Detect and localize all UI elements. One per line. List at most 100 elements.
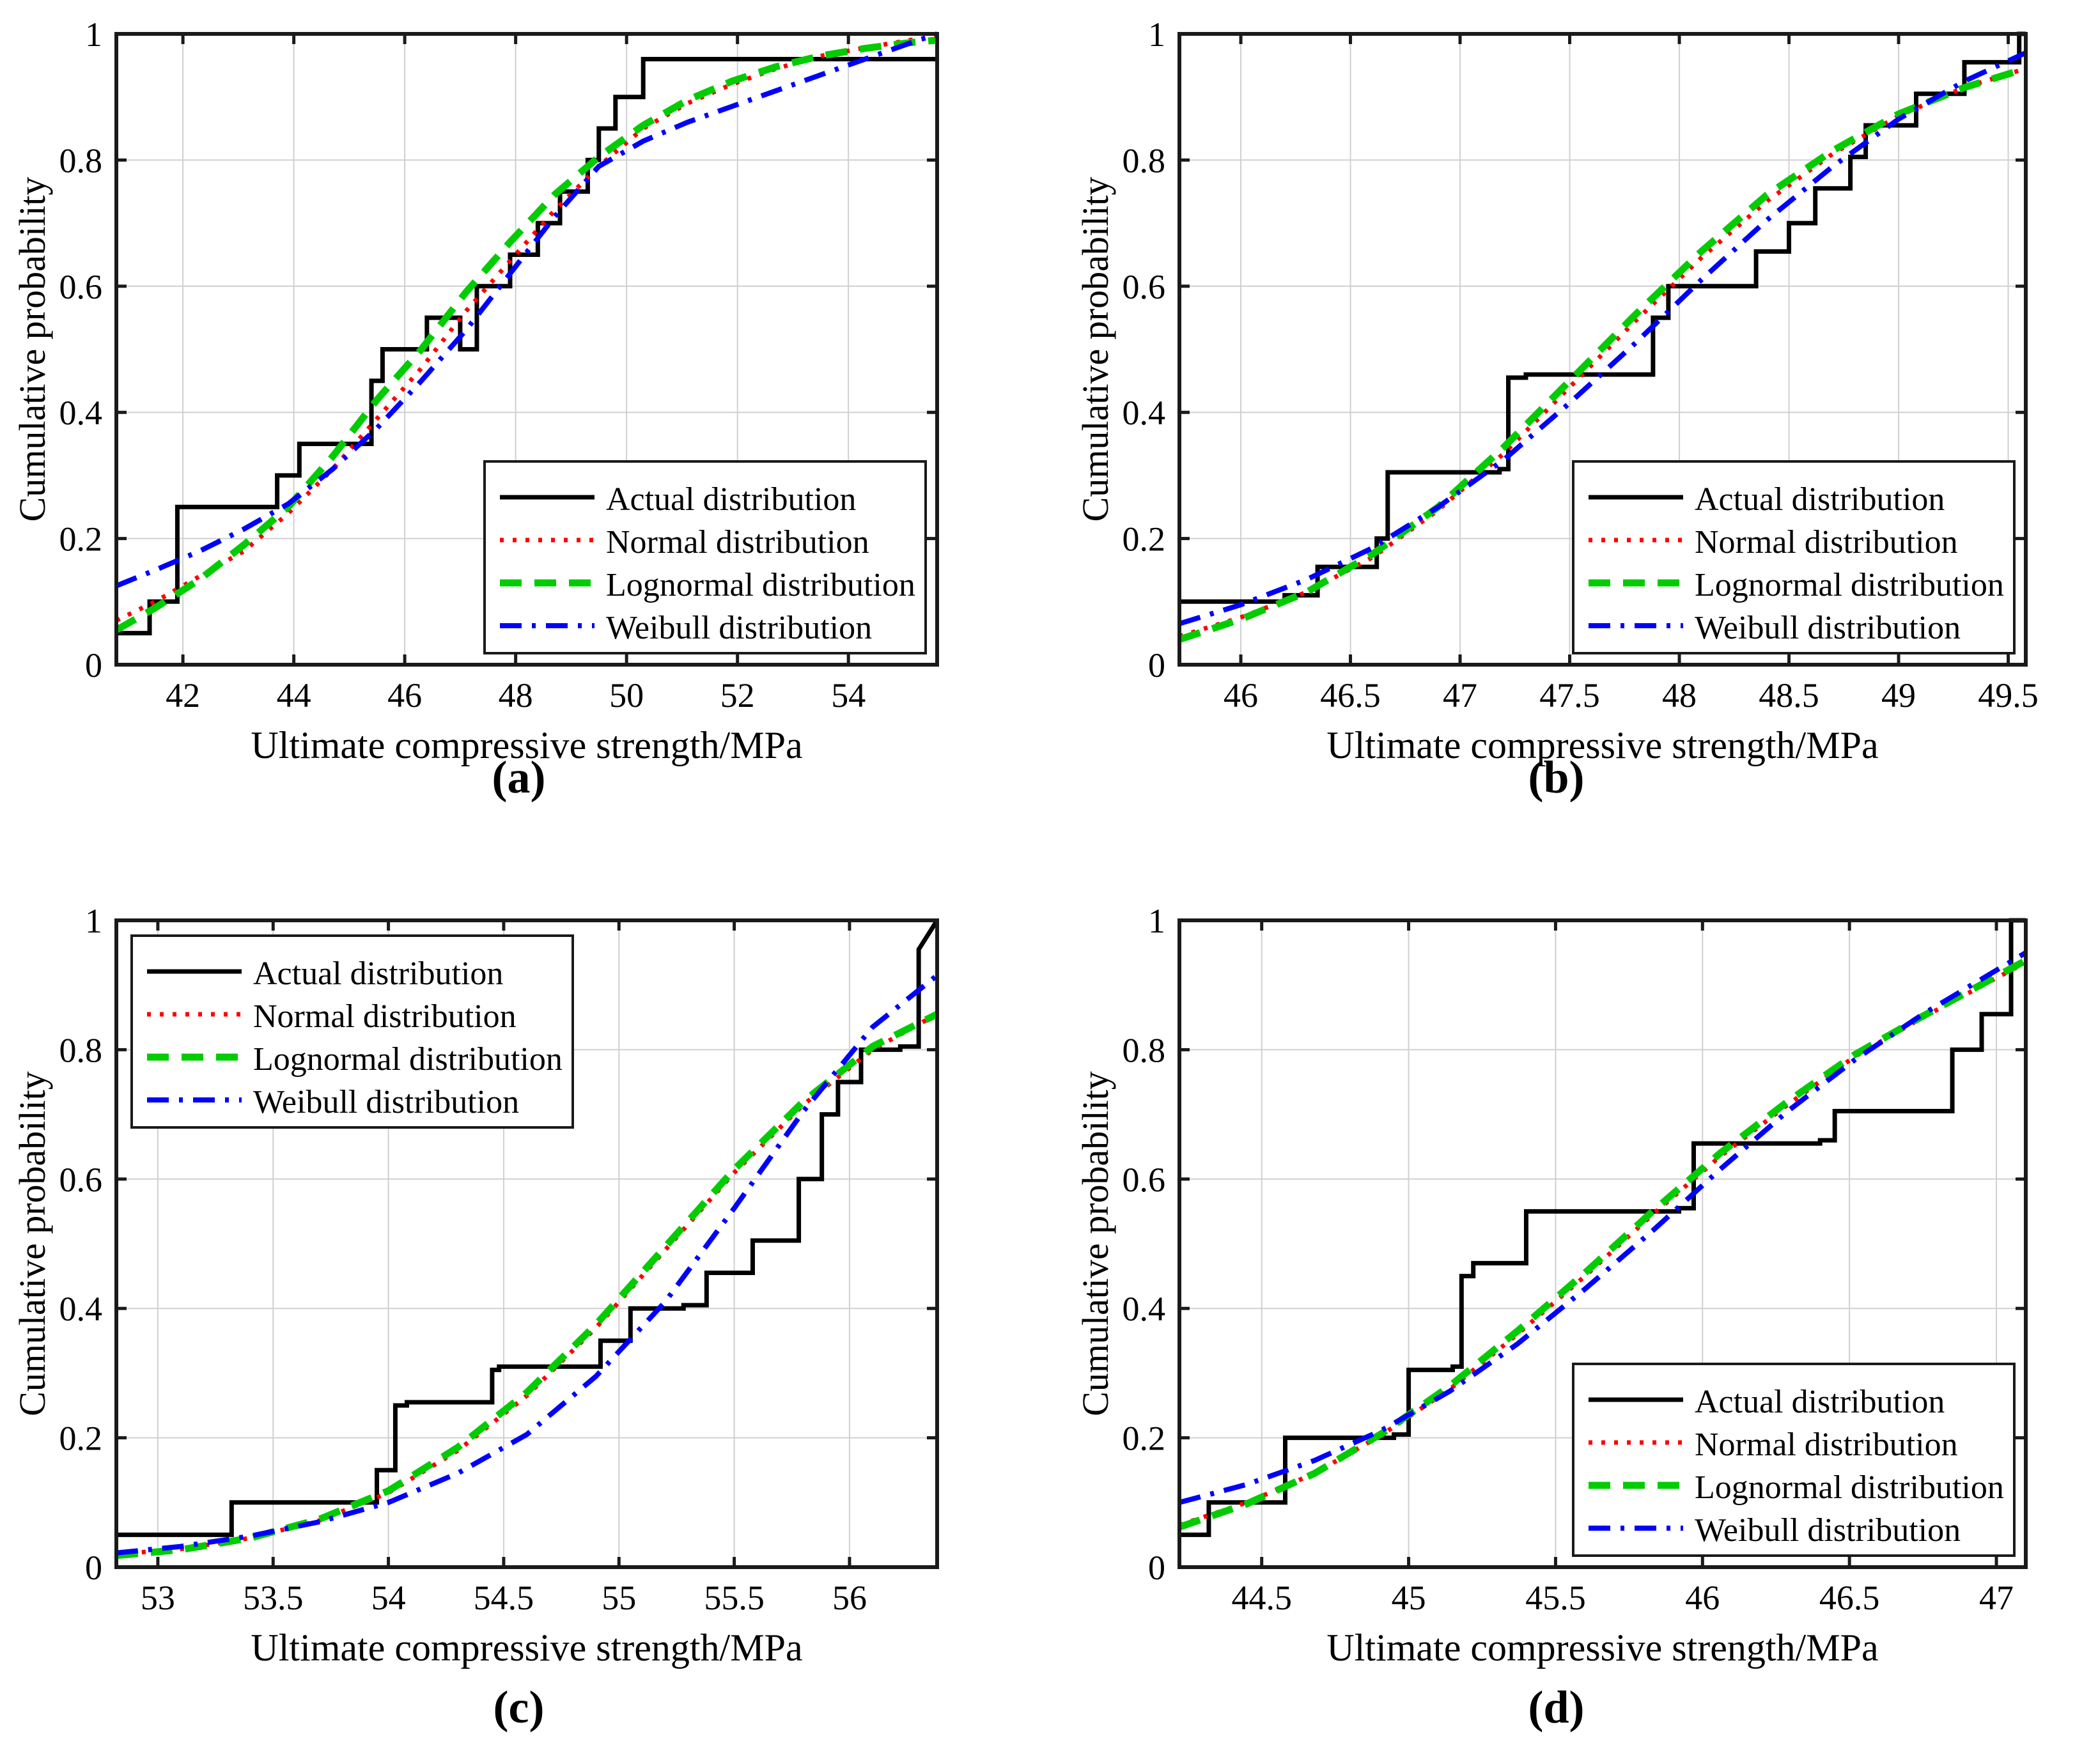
y-tick-label: 0 (85, 646, 102, 685)
panel-d-chart: 44.5 45 45.5 46 46.5 47 0 0.2 0.4 0.6 0.8 1 Ultimate… (1075, 902, 2028, 1669)
panel-c: 53 53.5 54 54.5 55 55.5 56 0 0.2 0.4 0.6 0.8 1 Ultima… (0, 882, 1038, 1764)
x-axis-label: Ultimate compressive strength/MPa (251, 724, 802, 766)
panel-c-caption: (c) (493, 1682, 545, 1733)
x-axis-label: Ultimate compressive strength/MPa (251, 1627, 802, 1669)
series-lognormal-line (1178, 957, 2028, 1531)
x-tick-label: 49.5 (1978, 676, 2039, 715)
y-tick-label: 0.8 (59, 141, 103, 180)
panel-a: 42 44 46 48 50 52 54 0 0.2 0.4 0.6 0.8 1 Ultimate com… (0, 0, 1038, 882)
y-tick-label: 1 (1148, 15, 1165, 54)
y-axis-label: Cumulative probability (1075, 177, 1116, 522)
series-normal-line (115, 35, 938, 623)
x-tick-label: 46.5 (1320, 676, 1381, 715)
x-tick-label: 45.5 (1525, 1579, 1586, 1617)
x-tick-label: 52 (720, 676, 755, 715)
x-tick-label: 47 (1443, 676, 1477, 715)
legend: Actual distribution Normal distribution Lo… (1572, 1363, 2016, 1557)
panel-c-chart: 53 53.5 54 54.5 55 55.5 56 0 0.2 0.4 0.6 0.8 1 Ultima… (12, 902, 939, 1669)
legend-label: Actual distribution (253, 956, 503, 992)
y-tick-label: 1 (85, 902, 102, 940)
y-tick-label: 0.4 (1123, 394, 1166, 432)
legend-label: Normal distribution (1695, 1427, 1958, 1463)
x-tick-label: 44 (277, 676, 311, 715)
y-tick-label: 1 (85, 15, 102, 54)
series-actual-line (1179, 31, 2026, 604)
y-tick-label: 1 (1148, 902, 1165, 940)
series-lognormal-line (116, 1010, 939, 1559)
y-tick-label: 0.4 (1123, 1290, 1166, 1328)
panel-d: 44.5 45 45.5 46 46.5 47 0 0.2 0.4 0.6 0.8 1 Ultimate… (1038, 882, 2075, 1764)
legend-label: Normal distribution (253, 998, 517, 1035)
y-tick-label: 0.2 (59, 1420, 103, 1458)
x-tick-label: 46.5 (1819, 1579, 1880, 1617)
x-tick-label: 50 (609, 676, 644, 715)
series-lognormal-line (1178, 65, 2027, 643)
y-tick-label: 0.4 (59, 1290, 103, 1328)
x-tick-label: 44.5 (1231, 1579, 1292, 1617)
x-tick-label: 45 (1392, 1579, 1426, 1617)
y-tick-label: 0.8 (59, 1031, 103, 1069)
panel-a-caption: (a) (492, 752, 546, 803)
x-tick-label: 48 (499, 676, 533, 715)
y-tick-label: 0.8 (1123, 141, 1166, 180)
x-tick-label: 54.5 (474, 1579, 534, 1617)
x-axis-label: Ultimate compressive strength/MPa (1326, 724, 1878, 766)
legend-label: Weibull distribution (606, 610, 872, 646)
panel-b-caption: (b) (1528, 752, 1585, 803)
series-actual-line (116, 919, 939, 1537)
y-tick-label: 0.2 (1123, 1420, 1166, 1458)
y-tick-label: 0.6 (59, 1161, 103, 1199)
x-tick-label: 54 (371, 1579, 406, 1617)
y-tick-label: 0.6 (1123, 1161, 1166, 1199)
y-axis-label: Cumulative probability (12, 177, 53, 522)
legend-label: Actual distribution (606, 481, 856, 518)
y-tick-label: 0.4 (59, 394, 103, 432)
y-tick-label: 0.2 (1123, 520, 1166, 559)
x-tick-label: 46 (1224, 676, 1258, 715)
x-tick-label: 53 (141, 1579, 175, 1617)
x-tick-label: 47.5 (1539, 676, 1600, 715)
x-tick-label: 48.5 (1759, 676, 1819, 715)
x-tick-label: 49 (1881, 676, 1916, 715)
x-axis-label: Ultimate compressive strength/MPa (1326, 1627, 1878, 1669)
series-weibull-line (115, 31, 938, 589)
legend: Actual distribution Normal distribution Lo… (483, 460, 927, 654)
legend-label: Lognormal distribution (1695, 567, 2004, 603)
legend-label: Weibull distribution (253, 1084, 519, 1120)
legend-label: Weibull distribution (1695, 610, 1961, 646)
legend-label: Actual distribution (1695, 1384, 1945, 1420)
x-tick-label: 55 (602, 1579, 636, 1617)
x-tick-label: 46 (1685, 1579, 1720, 1617)
series-actual-line (1179, 918, 2026, 1537)
x-tick-label: 47 (1979, 1579, 2014, 1617)
y-tick-label: 0 (1148, 1549, 1165, 1587)
legend: Actual distribution Normal distribution Lo… (1572, 460, 2016, 654)
y-tick-label: 0.2 (59, 520, 103, 559)
legend: Actual distribution Normal distribution Lo… (130, 934, 574, 1129)
y-axis-label: Cumulative probability (12, 1071, 53, 1416)
panel-b: 46 46.5 47 47.5 48 48.5 49 49.5 0 0.2 0.4 0.6 0.8 1 Ul… (1038, 0, 2075, 882)
legend-label: Lognormal distribution (1695, 1469, 2004, 1506)
legend-label: Weibull distribution (1695, 1512, 1961, 1549)
x-tick-label: 42 (166, 676, 200, 715)
y-tick-label: 0.6 (59, 268, 103, 306)
panel-b-chart: 46 46.5 47 47.5 48 48.5 49 49.5 0 0.2 0.4 0.6 0.8 1 Ul… (1075, 15, 2039, 766)
series-actual-line (116, 56, 937, 636)
y-tick-label: 0.8 (1123, 1031, 1166, 1069)
x-tick-label: 55.5 (704, 1579, 765, 1617)
y-axis-label: Cumulative probability (1075, 1071, 1116, 1416)
panel-a-chart: 42 44 46 48 50 52 54 0 0.2 0.4 0.6 0.8 1 Ultimate com… (12, 15, 939, 766)
x-tick-label: 56 (832, 1579, 867, 1617)
legend-label: Actual distribution (1695, 481, 1945, 518)
x-tick-label: 53.5 (243, 1579, 304, 1617)
legend-label: Normal distribution (1695, 524, 1958, 561)
series-lognormal-line (114, 36, 938, 633)
x-tick-label: 48 (1662, 676, 1697, 715)
x-tick-label: 46 (387, 676, 422, 715)
legend-label: Lognormal distribution (253, 1041, 563, 1078)
series-weibull-line (1178, 950, 2028, 1505)
y-tick-label: 0 (85, 1549, 102, 1587)
series-weibull-line (116, 973, 939, 1556)
y-tick-label: 0 (1148, 646, 1165, 685)
